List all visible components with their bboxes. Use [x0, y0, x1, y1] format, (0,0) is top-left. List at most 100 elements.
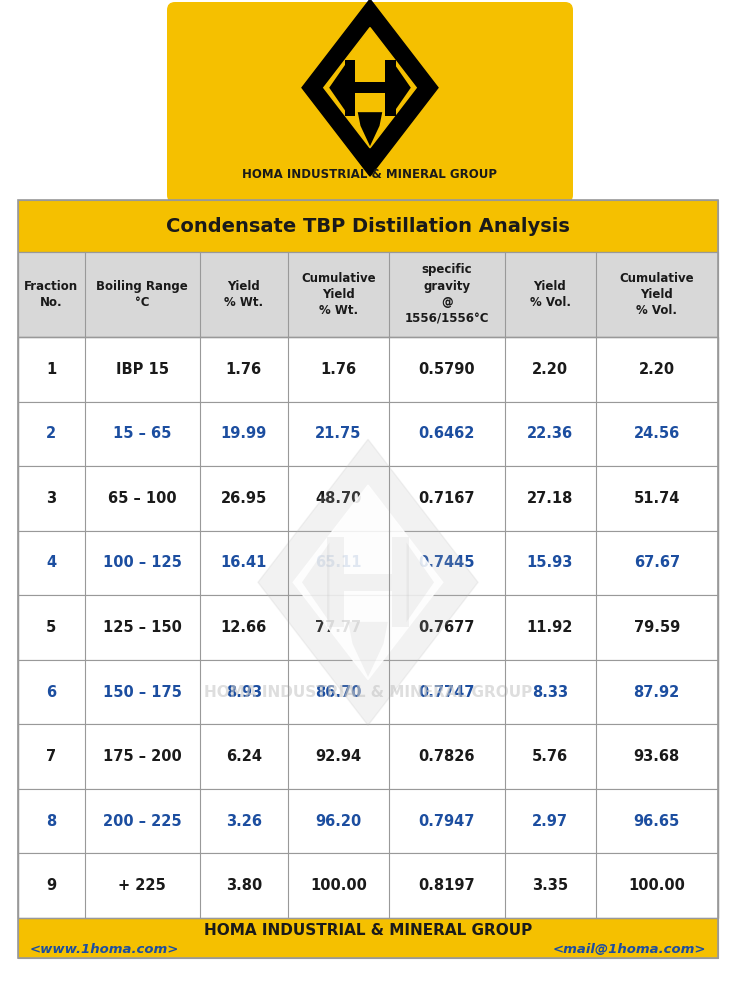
- Text: 86.70: 86.70: [315, 685, 361, 700]
- Bar: [18, 789, 718, 853]
- Bar: [392, 537, 409, 627]
- Bar: [18, 200, 718, 958]
- Text: HOMA INDUSTRIAL & MINERAL GROUP: HOMA INDUSTRIAL & MINERAL GROUP: [204, 923, 532, 938]
- Text: Yield
% Wt.: Yield % Wt.: [224, 280, 263, 309]
- Bar: [18, 337, 718, 402]
- Text: Boiling Range
°C: Boiling Range °C: [96, 280, 188, 309]
- Text: 48.70: 48.70: [315, 491, 361, 506]
- Text: 65 – 100: 65 – 100: [108, 491, 177, 506]
- Bar: [344, 60, 355, 116]
- Text: 65.11: 65.11: [315, 555, 361, 570]
- Text: 0.5790: 0.5790: [419, 362, 475, 377]
- Text: 2: 2: [46, 426, 57, 441]
- Text: 24.56: 24.56: [634, 426, 680, 441]
- Polygon shape: [293, 485, 443, 680]
- Text: 3.80: 3.80: [226, 878, 262, 893]
- Text: 0.7826: 0.7826: [419, 749, 475, 764]
- Bar: [327, 537, 344, 627]
- Text: Fraction
No.: Fraction No.: [24, 280, 78, 309]
- Text: 6: 6: [46, 685, 57, 700]
- Text: 21.75: 21.75: [315, 426, 361, 441]
- Text: 0.7445: 0.7445: [419, 555, 475, 570]
- Text: 51.74: 51.74: [634, 491, 680, 506]
- Text: 175 – 200: 175 – 200: [103, 749, 182, 764]
- Text: 150 – 175: 150 – 175: [103, 685, 182, 700]
- Bar: [18, 595, 718, 660]
- Text: 1: 1: [46, 362, 57, 377]
- Polygon shape: [329, 63, 346, 112]
- Text: + 225: + 225: [118, 878, 166, 893]
- Text: 92.94: 92.94: [315, 749, 361, 764]
- Text: 0.6462: 0.6462: [419, 426, 475, 441]
- Polygon shape: [324, 28, 417, 148]
- Bar: [18, 337, 718, 918]
- Bar: [18, 402, 718, 466]
- Polygon shape: [258, 439, 478, 725]
- Text: 96.20: 96.20: [315, 814, 361, 829]
- Text: HOMA INDUSTRIAL & MINERAL GROUP: HOMA INDUSTRIAL & MINERAL GROUP: [204, 685, 532, 700]
- Text: <www.1homa.com>: <www.1homa.com>: [30, 943, 180, 956]
- Text: <mail@1homa.com>: <mail@1homa.com>: [553, 943, 706, 956]
- Text: 5.76: 5.76: [532, 749, 568, 764]
- Text: IBP 15: IBP 15: [116, 362, 169, 377]
- Text: 5: 5: [46, 620, 57, 635]
- Polygon shape: [302, 0, 438, 176]
- Text: 79.59: 79.59: [634, 620, 680, 635]
- Text: 16.41: 16.41: [221, 555, 267, 570]
- Text: 0.7747: 0.7747: [419, 685, 475, 700]
- Bar: [18, 252, 718, 337]
- Polygon shape: [358, 112, 382, 146]
- Polygon shape: [302, 543, 330, 622]
- Text: Yield
% Vol.: Yield % Vol.: [529, 280, 570, 309]
- Text: 8.33: 8.33: [532, 685, 568, 700]
- Polygon shape: [394, 63, 411, 112]
- Text: 15 – 65: 15 – 65: [113, 426, 171, 441]
- Bar: [18, 660, 718, 724]
- Text: 4: 4: [46, 555, 57, 570]
- Text: 1.76: 1.76: [320, 362, 356, 377]
- Text: 0.7167: 0.7167: [419, 491, 475, 506]
- Bar: [18, 918, 718, 958]
- Polygon shape: [348, 622, 388, 677]
- Bar: [355, 82, 385, 93]
- Text: Condensate TBP Distillation Analysis: Condensate TBP Distillation Analysis: [166, 217, 570, 235]
- Text: Cumulative
Yield
% Vol.: Cumulative Yield % Vol.: [620, 271, 694, 318]
- Text: 93.68: 93.68: [634, 749, 680, 764]
- Bar: [344, 574, 392, 591]
- Text: 77.77: 77.77: [315, 620, 361, 635]
- FancyBboxPatch shape: [167, 2, 573, 203]
- Text: 2.20: 2.20: [532, 362, 568, 377]
- Text: 96.65: 96.65: [634, 814, 680, 829]
- Text: 3: 3: [46, 491, 57, 506]
- Text: 67.67: 67.67: [634, 555, 680, 570]
- Text: 0.7947: 0.7947: [419, 814, 475, 829]
- Text: specific
gravity
@
1556/1556°C: specific gravity @ 1556/1556°C: [405, 263, 489, 326]
- Text: 6.24: 6.24: [226, 749, 262, 764]
- Text: 19.99: 19.99: [221, 426, 267, 441]
- Bar: [18, 853, 718, 918]
- Text: 2.20: 2.20: [639, 362, 675, 377]
- Text: 0.8197: 0.8197: [419, 878, 475, 893]
- Text: 8: 8: [46, 814, 57, 829]
- Text: 3.35: 3.35: [532, 878, 568, 893]
- Bar: [18, 252, 718, 337]
- Text: 15.93: 15.93: [527, 555, 573, 570]
- Bar: [18, 531, 718, 595]
- Text: 7: 7: [46, 749, 57, 764]
- Text: 8.93: 8.93: [226, 685, 262, 700]
- Bar: [385, 60, 395, 116]
- Bar: [18, 466, 718, 531]
- Polygon shape: [406, 543, 434, 622]
- Bar: [18, 200, 718, 252]
- Text: 125 – 150: 125 – 150: [103, 620, 182, 635]
- Text: HOMA INDUSTRIAL & MINERAL GROUP: HOMA INDUSTRIAL & MINERAL GROUP: [242, 168, 498, 181]
- Text: 100 – 125: 100 – 125: [103, 555, 182, 570]
- Text: 87.92: 87.92: [634, 685, 680, 700]
- Text: 100.00: 100.00: [629, 878, 685, 893]
- Bar: [18, 724, 718, 789]
- Text: 0.7677: 0.7677: [419, 620, 475, 635]
- Text: 100.00: 100.00: [310, 878, 367, 893]
- Text: 9: 9: [46, 878, 57, 893]
- Text: 200 – 225: 200 – 225: [103, 814, 182, 829]
- Text: 12.66: 12.66: [221, 620, 267, 635]
